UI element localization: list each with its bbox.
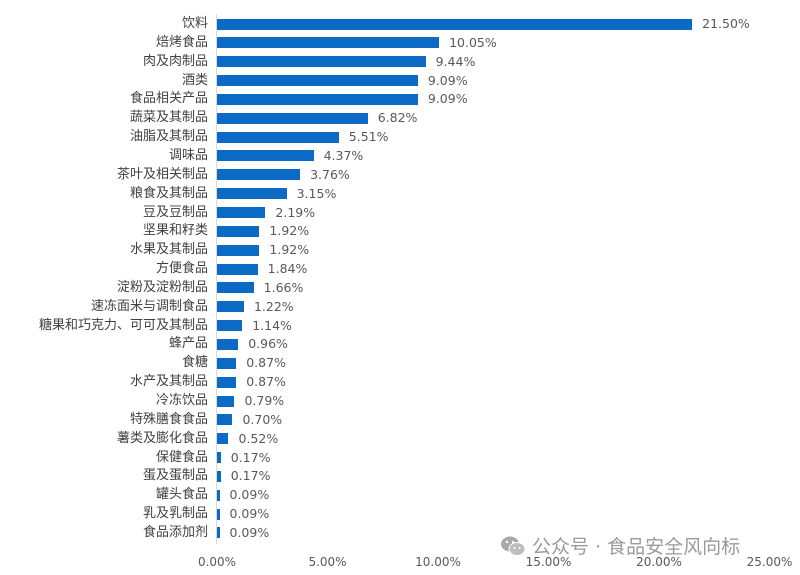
bar xyxy=(217,301,244,313)
bar xyxy=(217,395,235,407)
category-label: 肉及肉制品 xyxy=(142,53,208,69)
bar xyxy=(217,357,237,369)
bar xyxy=(217,452,221,464)
value-label: 9.44% xyxy=(435,53,476,69)
x-tick-label: 5.00% xyxy=(308,555,347,569)
category-label: 薯类及膨化食品 xyxy=(116,430,208,446)
category-label: 蜂产品 xyxy=(168,336,208,352)
category-label: 水产及其制品 xyxy=(129,374,208,390)
category-label: 饮料 xyxy=(181,16,208,31)
category-label: 食糖 xyxy=(181,355,208,371)
category-label: 糖果和巧克力、可可及其制品 xyxy=(38,317,208,333)
bar xyxy=(217,18,693,30)
value-label: 4.37% xyxy=(323,147,364,163)
wechat-icon xyxy=(500,535,526,557)
category-label: 食品相关产品 xyxy=(129,91,208,107)
x-tick-label: 10.00% xyxy=(415,555,461,569)
bar xyxy=(217,527,220,539)
value-label: 1.84% xyxy=(267,261,308,277)
value-label: 10.05% xyxy=(449,34,497,50)
watermark: 公众号 · 食品安全风向标 xyxy=(500,532,740,559)
bar xyxy=(217,338,239,350)
x-tick-label: 15.00% xyxy=(525,555,572,569)
value-label: 0.70% xyxy=(242,411,283,427)
category-label: 粮食及其制品 xyxy=(129,185,208,201)
value-label: 0.87% xyxy=(246,355,286,371)
category-label: 水果及其制品 xyxy=(129,242,208,258)
value-label: 6.82% xyxy=(377,110,418,126)
bar xyxy=(217,188,287,200)
bar xyxy=(217,225,260,237)
value-label: 9.09% xyxy=(427,72,468,88)
value-label: 0.09% xyxy=(229,524,270,540)
bar xyxy=(217,414,233,426)
value-label: 3.76% xyxy=(310,166,350,182)
bar xyxy=(217,169,301,181)
value-label: 0.96% xyxy=(248,336,288,352)
x-tick-label: 0.00% xyxy=(197,555,237,569)
bar xyxy=(217,433,229,445)
value-label: 1.22% xyxy=(253,298,294,314)
value-label: 0.79% xyxy=(244,393,285,408)
bar xyxy=(217,376,237,388)
value-label: 0.09% xyxy=(229,506,270,522)
category-label: 蔬菜及其制品 xyxy=(129,110,208,126)
category-label: 豆及豆制品 xyxy=(142,204,208,220)
value-label: 1.92% xyxy=(269,242,310,258)
x-tick-label: 25.00% xyxy=(746,555,793,569)
bar xyxy=(217,470,221,482)
x-tick-label: 20.00% xyxy=(636,555,682,569)
value-label: 3.15% xyxy=(296,185,337,201)
value-label: 0.17% xyxy=(230,449,271,465)
category-label: 调味品 xyxy=(168,147,208,163)
category-label: 乳及乳制品 xyxy=(142,506,208,522)
value-label: 1.66% xyxy=(263,279,304,295)
bar xyxy=(217,508,220,520)
category-label: 方便食品 xyxy=(155,261,208,277)
category-label: 速冻面米与调制食品 xyxy=(90,298,208,314)
bar xyxy=(217,320,243,332)
bar xyxy=(217,244,260,256)
bar xyxy=(217,150,314,162)
value-label: 5.51% xyxy=(348,129,389,145)
value-label: 1.14% xyxy=(252,317,292,333)
bar xyxy=(217,489,220,501)
value-label: 0.09% xyxy=(229,487,270,503)
bar xyxy=(217,131,339,143)
category-label: 焙烤食品 xyxy=(155,34,208,50)
bar xyxy=(217,207,266,218)
category-label: 酒类 xyxy=(181,72,208,88)
category-label: 保健食品 xyxy=(155,449,208,465)
category-label: 茶叶及相关制品 xyxy=(116,166,208,182)
category-label: 冷冻饮品 xyxy=(155,393,208,408)
watermark-text: 公众号 · 食品安全风向标 xyxy=(532,536,741,558)
value-label: 0.17% xyxy=(230,468,271,484)
category-label: 油脂及其制品 xyxy=(129,129,208,145)
y-axis-line xyxy=(216,14,217,544)
category-label: 蛋及蛋制品 xyxy=(142,468,208,484)
value-label: 21.50% xyxy=(702,16,750,31)
bar xyxy=(217,37,440,49)
category-label: 特殊膳食食品 xyxy=(129,411,208,427)
category-label: 罐头食品 xyxy=(155,487,208,503)
bar xyxy=(217,112,368,124)
value-label: 2.19% xyxy=(275,204,316,220)
bar xyxy=(217,93,418,105)
category-label: 食品添加剂 xyxy=(142,524,208,540)
bar xyxy=(217,263,258,275)
value-label: 0.87% xyxy=(246,374,286,390)
value-label: 1.92% xyxy=(269,223,310,239)
bar xyxy=(217,56,426,68)
category-label: 淀粉及淀粉制品 xyxy=(116,279,208,295)
value-label: 0.52% xyxy=(238,430,279,446)
bar xyxy=(217,75,418,87)
bar xyxy=(217,282,254,294)
category-label: 坚果和籽类 xyxy=(142,223,208,239)
value-label: 9.09% xyxy=(427,91,468,107)
